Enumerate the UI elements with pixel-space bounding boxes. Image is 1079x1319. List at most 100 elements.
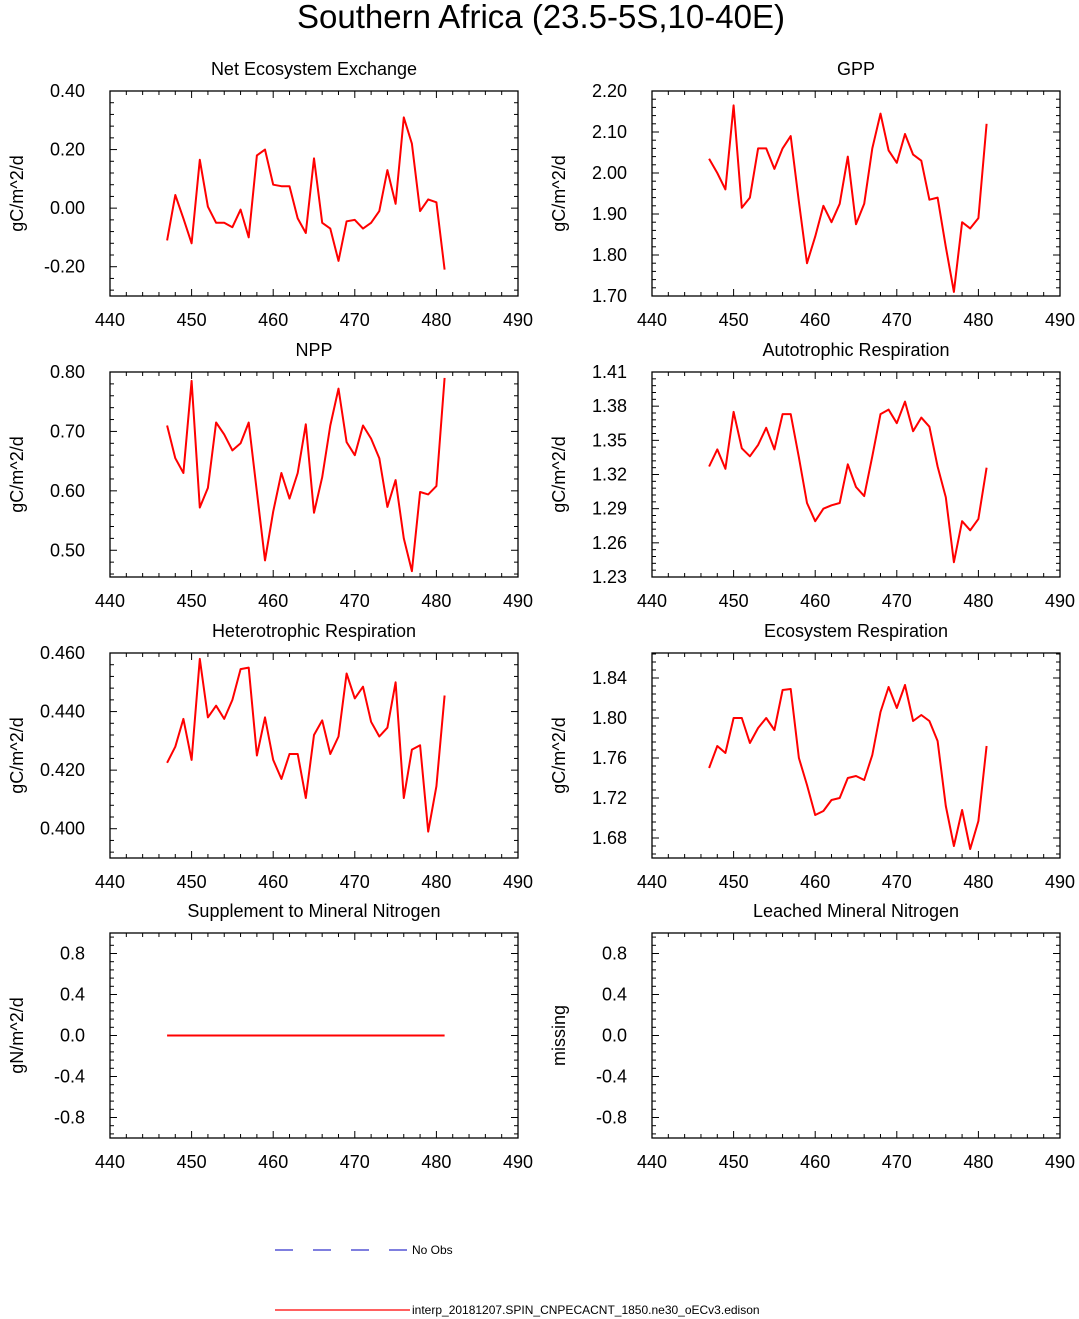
chart-title: Supplement to Mineral Nitrogen xyxy=(187,901,440,921)
y-tick-label: 2.00 xyxy=(592,163,627,183)
x-tick-label: 480 xyxy=(421,1152,451,1172)
x-tick-label: 440 xyxy=(95,1152,125,1172)
x-tick-label: 470 xyxy=(882,591,912,611)
legend: No Obs interp_20181207.SPIN_CNPECACNT_18… xyxy=(275,1243,760,1317)
chart-title: Heterotrophic Respiration xyxy=(212,621,416,641)
x-tick-label: 480 xyxy=(421,591,451,611)
y-tick-label: 0.20 xyxy=(50,140,85,160)
x-tick-label: 450 xyxy=(177,591,207,611)
x-tick-label: 480 xyxy=(421,872,451,892)
y-tick-label: -0.20 xyxy=(44,257,85,277)
y-tick-label: 1.26 xyxy=(592,533,627,553)
y-tick-label: 0.8 xyxy=(602,944,627,964)
y-axis-label: gC/m^2/d xyxy=(7,717,27,793)
x-tick-label: 460 xyxy=(800,1152,830,1172)
plot-frame xyxy=(651,371,1061,578)
x-tick-label: 490 xyxy=(503,310,533,330)
y-axis-label: gN/m^2/d xyxy=(7,997,27,1073)
x-tick-label: 440 xyxy=(637,591,667,611)
y-tick-label: -0.4 xyxy=(596,1067,627,1087)
y-tick-label: 1.80 xyxy=(592,708,627,728)
x-tick-label: 440 xyxy=(637,1152,667,1172)
y-tick-label: 0.4 xyxy=(60,985,85,1005)
chart-panel-7: 440 450 460 470 480 490 -0.8 -0.4 0.0 0.4 0.8 Suppl… xyxy=(7,901,533,1172)
chart-panel-6: 440 450 460 470 480 490 1.68 1.72 1.76 1.80 1.84 Ec… xyxy=(549,621,1075,892)
y-tick-label: 1.29 xyxy=(592,499,627,519)
chart-title: Autotrophic Respiration xyxy=(762,340,949,360)
series-line xyxy=(166,377,446,573)
x-tick-label: 460 xyxy=(800,872,830,892)
figure-title: Southern Africa (23.5-5S,10-40E) xyxy=(297,0,785,35)
chart-panel-4: 440 450 460 470 480 490 1.23 1.26 1.29 1.32 1.35 1.… xyxy=(549,340,1075,611)
series-line xyxy=(708,400,988,564)
plot-frame xyxy=(651,90,1061,297)
x-tick-label: 440 xyxy=(95,310,125,330)
chart-title: Ecosystem Respiration xyxy=(764,621,948,641)
x-tick-label: 490 xyxy=(503,872,533,892)
y-tick-label: 0.8 xyxy=(60,944,85,964)
y-tick-label: 0.70 xyxy=(50,421,85,441)
x-tick-label: 490 xyxy=(503,591,533,611)
x-tick-label: 440 xyxy=(637,310,667,330)
x-tick-label: 450 xyxy=(177,310,207,330)
x-tick-label: 480 xyxy=(963,591,993,611)
chart-panel-5: 440 450 460 470 480 490 0.400 0.420 0.440 0.460 He… xyxy=(7,621,533,892)
y-tick-label: 0.80 xyxy=(50,362,85,382)
y-tick-label: 2.20 xyxy=(592,81,627,101)
x-tick-label: 470 xyxy=(340,591,370,611)
y-tick-label: 0.40 xyxy=(50,81,85,101)
x-tick-label: 460 xyxy=(258,310,288,330)
y-axis-label: gC/m^2/d xyxy=(7,155,27,231)
series-line xyxy=(166,116,446,270)
y-tick-label: 1.76 xyxy=(592,748,627,768)
y-tick-label: 1.41 xyxy=(592,362,627,382)
x-tick-label: 470 xyxy=(340,1152,370,1172)
y-tick-label: 0.0 xyxy=(602,1026,627,1046)
x-tick-label: 450 xyxy=(719,1152,749,1172)
plot-frame xyxy=(109,90,519,297)
series-line xyxy=(708,684,988,850)
x-tick-label: 480 xyxy=(963,1152,993,1172)
y-tick-label: 1.80 xyxy=(592,245,627,265)
chart-title: GPP xyxy=(837,59,875,79)
y-tick-label: 0.400 xyxy=(40,819,85,839)
y-tick-label: -0.4 xyxy=(54,1067,85,1087)
plot-frame xyxy=(651,652,1061,859)
y-tick-label: 1.23 xyxy=(592,567,627,587)
x-tick-label: 450 xyxy=(177,1152,207,1172)
y-tick-label: 0.0 xyxy=(60,1026,85,1046)
x-tick-label: 490 xyxy=(1045,591,1075,611)
y-tick-label: 0.00 xyxy=(50,198,85,218)
chart-panel-3: 440 450 460 470 480 490 0.50 0.60 0.70 0.80 NPP gC/… xyxy=(7,340,533,611)
x-tick-label: 450 xyxy=(719,872,749,892)
y-tick-label: -0.8 xyxy=(54,1108,85,1128)
x-tick-label: 480 xyxy=(963,872,993,892)
x-tick-label: 490 xyxy=(1045,310,1075,330)
y-axis-label: gC/m^2/d xyxy=(7,436,27,512)
x-tick-label: 460 xyxy=(800,310,830,330)
x-tick-label: 480 xyxy=(421,310,451,330)
x-tick-label: 440 xyxy=(95,591,125,611)
y-tick-label: 0.420 xyxy=(40,760,85,780)
chart-panel-1: 440 450 460 470 480 490 -0.20 0.00 0.20 0.40 Net E… xyxy=(7,59,533,330)
x-tick-label: 440 xyxy=(95,872,125,892)
chart-title: NPP xyxy=(295,340,332,360)
y-tick-label: 0.460 xyxy=(40,643,85,663)
x-tick-label: 450 xyxy=(719,310,749,330)
chart-title: Net Ecosystem Exchange xyxy=(211,59,417,79)
plot-frame xyxy=(109,652,519,859)
y-tick-label: 1.68 xyxy=(592,828,627,848)
x-tick-label: 440 xyxy=(637,872,667,892)
y-tick-label: 1.38 xyxy=(592,396,627,416)
y-axis-label: missing xyxy=(549,1005,569,1066)
y-axis-label: gC/m^2/d xyxy=(549,155,569,231)
y-tick-label: 1.90 xyxy=(592,204,627,224)
y-tick-label: -0.8 xyxy=(596,1108,627,1128)
x-tick-label: 470 xyxy=(882,872,912,892)
y-axis-label: gC/m^2/d xyxy=(549,717,569,793)
x-tick-label: 460 xyxy=(258,872,288,892)
x-tick-label: 490 xyxy=(1045,872,1075,892)
legend-label-no-obs: No Obs xyxy=(412,1243,453,1257)
y-tick-label: 0.50 xyxy=(50,540,85,560)
